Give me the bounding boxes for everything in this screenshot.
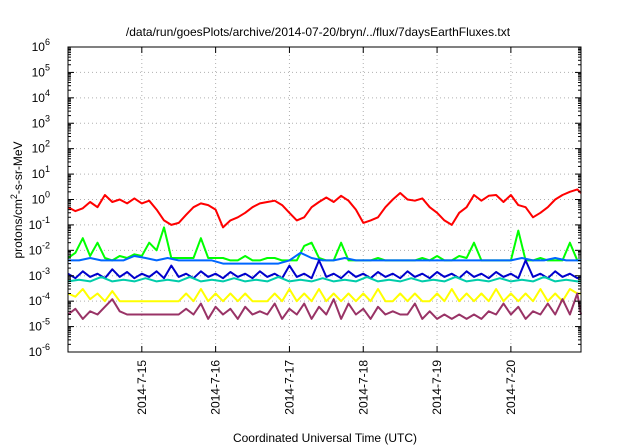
y-axis-label-post: -s-sr-MeV — [11, 141, 25, 194]
axes-ticks — [68, 46, 581, 353]
y-tick-label: 106 — [32, 37, 50, 54]
y-tick-exponent: -5 — [42, 317, 50, 327]
y-tick-label: 100 — [32, 190, 50, 207]
series-line — [67, 288, 581, 303]
y-tick-label: 101 — [32, 164, 50, 181]
y-tick-base: 10 — [32, 116, 46, 130]
x-tick-label: 2014-7-16 — [209, 360, 223, 415]
y-tick-base: 10 — [32, 91, 46, 105]
y-tick-label: 10-4 — [29, 291, 50, 308]
y-tick-base: 10 — [32, 193, 46, 207]
series-layer — [67, 188, 582, 320]
y-tick-exponent: -3 — [42, 266, 50, 276]
y-tick-base: 10 — [32, 40, 46, 54]
series-line — [67, 292, 582, 320]
y-tick-base: 10 — [29, 243, 43, 257]
y-tick-exponent: 6 — [45, 37, 50, 47]
y-tick-labels: 10610510410310210110010-110-210-310-410-… — [29, 37, 50, 359]
y-tick-exponent: 0 — [45, 190, 50, 200]
y-tick-label: 10-5 — [29, 317, 50, 334]
series-line — [67, 275, 581, 283]
y-tick-base: 10 — [32, 167, 46, 181]
y-tick-base: 10 — [32, 142, 46, 156]
y-tick-exponent: -6 — [42, 342, 50, 352]
y-tick-exponent: -4 — [42, 291, 50, 301]
y-tick-exponent: -2 — [42, 240, 50, 250]
x-tick-label: 2014-7-20 — [504, 360, 518, 415]
y-tick-exponent: -1 — [42, 215, 50, 225]
series-line — [67, 188, 582, 229]
y-tick-base: 10 — [29, 345, 43, 359]
y-tick-exponent: 4 — [45, 88, 50, 98]
y-tick-base: 10 — [29, 294, 43, 308]
x-tick-label: 2014-7-18 — [356, 360, 370, 415]
y-tick-exponent: 2 — [45, 139, 50, 149]
chart-title: /data/run/goesPlots/archive/2014-07-20/b… — [126, 25, 511, 39]
y-axis-label-sup: 2 — [9, 194, 19, 199]
y-tick-exponent: 3 — [45, 113, 50, 123]
y-tick-label: 10-2 — [29, 240, 50, 257]
y-tick-base: 10 — [29, 269, 43, 283]
y-tick-label: 105 — [32, 62, 50, 79]
series-line — [67, 226, 581, 262]
y-tick-label: 10-3 — [29, 266, 50, 283]
x-axis-label: Coordinated Universal Time (UTC) — [233, 431, 417, 445]
y-tick-label: 103 — [32, 113, 50, 130]
x-tick-label: 2014-7-15 — [135, 360, 149, 415]
grid — [68, 47, 581, 352]
x-tick-labels: 2014-7-15 2014-7-16 2014-7-17 2014-7-18 2014… — [135, 360, 518, 415]
y-tick-label: 102 — [32, 139, 50, 156]
x-tick-label: 2014-7-17 — [282, 360, 296, 415]
y-tick-exponent: 1 — [45, 164, 50, 174]
y-tick-base: 10 — [32, 65, 46, 79]
series-line — [68, 251, 581, 265]
y-tick-label: 10-6 — [29, 342, 50, 359]
y-tick-exponent: 5 — [45, 62, 50, 72]
y-tick-base: 10 — [29, 218, 43, 232]
series-line — [67, 259, 582, 280]
x-tick-label: 2014-7-19 — [430, 360, 444, 415]
y-axis-label: protons/cm2-s-sr-MeV — [9, 141, 25, 258]
y-tick-base: 10 — [29, 320, 43, 334]
y-tick-label: 104 — [32, 88, 50, 105]
y-tick-label: 10-1 — [29, 215, 50, 232]
y-axis-label-pre: protons/cm — [11, 199, 25, 258]
